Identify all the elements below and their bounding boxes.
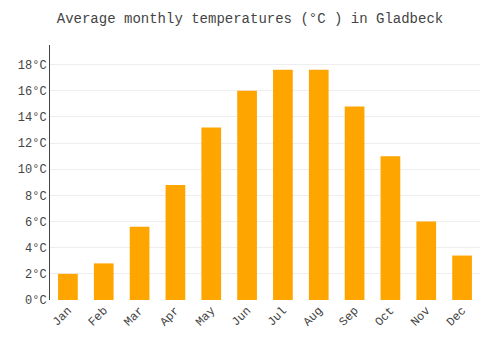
svg-text:2°C: 2°C <box>25 268 47 282</box>
svg-text:Mar: Mar <box>121 304 146 329</box>
svg-text:14°C: 14°C <box>18 111 47 125</box>
svg-text:Jun: Jun <box>229 304 254 329</box>
svg-text:May: May <box>193 304 218 329</box>
svg-text:8°C: 8°C <box>25 190 47 204</box>
svg-text:Jul: Jul <box>265 304 290 329</box>
svg-text:Nov: Nov <box>408 304 433 329</box>
svg-text:Apr: Apr <box>157 304 182 329</box>
svg-text:18°C: 18°C <box>18 59 47 73</box>
svg-text:Sep: Sep <box>336 304 361 329</box>
svg-text:10°C: 10°C <box>18 163 47 177</box>
svg-text:12°C: 12°C <box>18 137 47 151</box>
svg-text:Oct: Oct <box>372 304 397 329</box>
svg-text:Aug: Aug <box>301 304 326 329</box>
svg-text:0°C: 0°C <box>25 294 47 308</box>
svg-text:16°C: 16°C <box>18 85 47 99</box>
svg-text:Jan: Jan <box>50 304 75 329</box>
svg-text:6°C: 6°C <box>25 216 47 230</box>
svg-text:4°C: 4°C <box>25 242 47 256</box>
svg-text:Feb: Feb <box>86 304 111 329</box>
svg-text:Average monthly temperatures (: Average monthly temperatures (°C ) in Gl… <box>57 11 443 27</box>
svg-text:Dec: Dec <box>444 304 469 329</box>
